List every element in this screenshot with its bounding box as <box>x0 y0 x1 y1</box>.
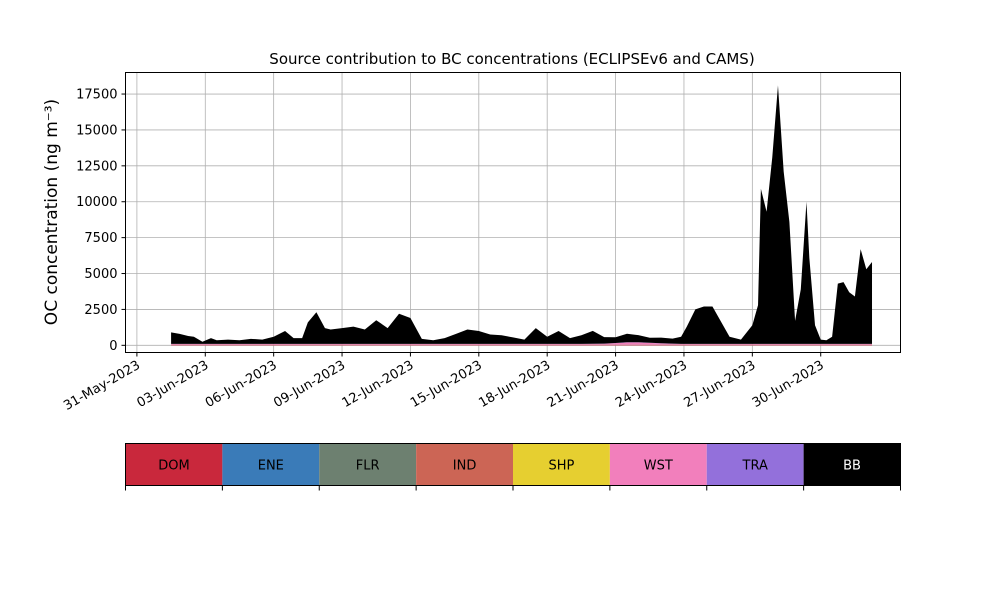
x-tick-label: 03-Jun-2023 <box>134 358 211 411</box>
x-tick-label: 27-Jun-2023 <box>682 358 759 411</box>
y-tick-label: 7500 <box>84 231 117 246</box>
legend-swatch-tra <box>706 443 804 486</box>
x-tick-label: 31-May-2023 <box>61 358 143 414</box>
legend-colorbar: DOM ENE FLR IND SHP WST TRA BB <box>125 443 901 491</box>
x-tick-label: 09-Jun-2023 <box>271 358 348 411</box>
x-tick-label: 21-Jun-2023 <box>545 358 622 411</box>
y-axis-label: OC concentration (ng m⁻³) <box>42 99 62 325</box>
y-tick-label: 12500 <box>76 159 117 174</box>
legend-swatch-flr <box>319 443 417 486</box>
legend-frame <box>125 443 901 486</box>
legend-swatch-wst <box>609 443 707 486</box>
x-tick-label: 18-Jun-2023 <box>476 358 553 411</box>
legend-swatch-bb <box>803 443 901 486</box>
y-axis: 0 2500 5000 7500 10000 12500 15000 17500 <box>76 88 126 354</box>
x-tick-label: 15-Jun-2023 <box>408 358 485 411</box>
legend-label-dom: DOM <box>158 459 189 474</box>
legend-label-flr: FLR <box>356 459 380 474</box>
x-axis: 31-May-202303-Jun-202306-Jun-202309-Jun-… <box>61 352 827 414</box>
chart-title: Source contribution to BC concentrations… <box>269 50 754 68</box>
stacked-areas <box>171 85 873 346</box>
legend-label-wst: WST <box>644 459 673 474</box>
x-tick-label: 30-Jun-2023 <box>750 358 827 411</box>
gridlines <box>125 72 901 353</box>
y-tick-label: 2500 <box>84 303 117 318</box>
legend-swatch-shp <box>513 443 610 486</box>
y-tick-label: 15000 <box>76 123 117 138</box>
legend-label-shp: SHP <box>549 459 575 474</box>
legend-label-ene: ENE <box>258 459 284 474</box>
legend-label-tra: TRA <box>742 459 768 474</box>
y-tick-label: 10000 <box>76 195 117 210</box>
legend-swatch-ind <box>416 443 513 486</box>
y-tick-label: 17500 <box>76 88 117 103</box>
area-series-wst <box>171 342 873 345</box>
area-series-bb <box>171 85 873 344</box>
x-tick-label: 24-Jun-2023 <box>613 358 690 411</box>
legend-label-bb: BB <box>843 459 861 474</box>
legend-swatch-dom <box>125 443 223 486</box>
x-tick-label: 12-Jun-2023 <box>340 358 417 411</box>
legend-label-ind: IND <box>453 459 477 474</box>
y-tick-label: 5000 <box>84 267 117 282</box>
x-tick-label: 06-Jun-2023 <box>203 358 280 411</box>
y-tick-label: 0 <box>109 339 117 354</box>
legend-swatch-ene <box>222 443 320 486</box>
plot-frame <box>125 72 901 353</box>
